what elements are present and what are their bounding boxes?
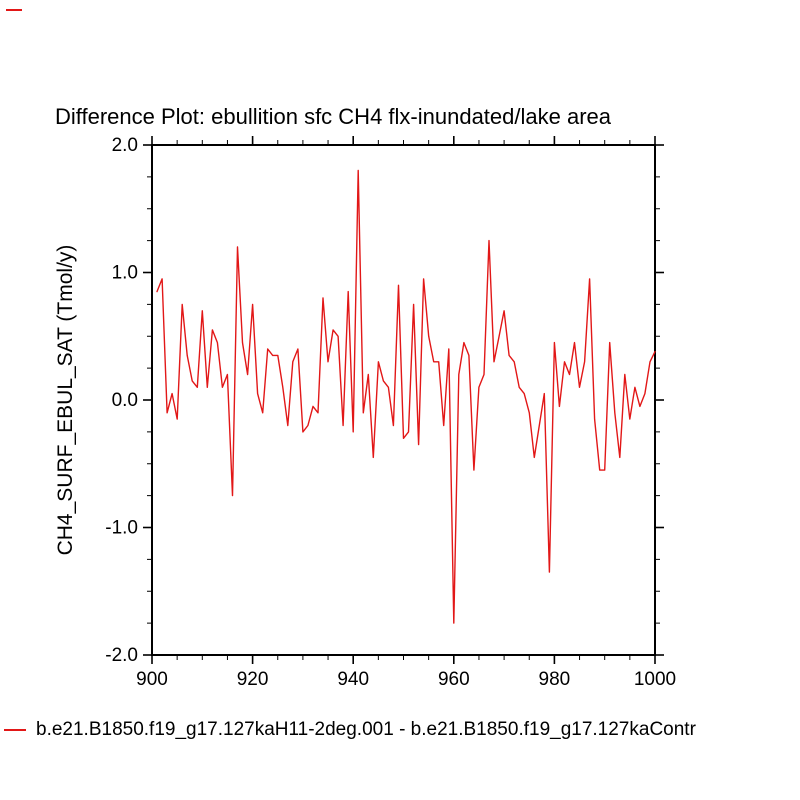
chart-title: Difference Plot: ebullition sfc CH4 flx-… bbox=[55, 104, 612, 129]
y-tick-label: 1.0 bbox=[112, 263, 138, 284]
corner-line-mark bbox=[6, 9, 22, 11]
x-tick-label: 1000 bbox=[634, 669, 676, 690]
x-tick-label: 920 bbox=[237, 669, 269, 690]
x-tick-label: 940 bbox=[337, 669, 369, 690]
legend: b.e21.B1850.f19_g17.127kaH11-2deg.001 - … bbox=[4, 719, 800, 741]
legend-label: b.e21.B1850.f19_g17.127kaH11-2deg.001 - … bbox=[36, 719, 696, 740]
legend-line-sample bbox=[4, 729, 26, 731]
y-tick-label: -1.0 bbox=[105, 518, 138, 539]
x-tick-label: 960 bbox=[438, 669, 470, 690]
plot-frame bbox=[151, 144, 656, 656]
y-tick-label: 0.0 bbox=[112, 390, 138, 411]
x-tick-label: 900 bbox=[136, 669, 168, 690]
x-tick-label: 980 bbox=[539, 669, 571, 690]
y-tick-label: -2.0 bbox=[105, 645, 138, 666]
data-line bbox=[156, 169, 656, 624]
y-tick-label: 2.0 bbox=[112, 135, 138, 156]
